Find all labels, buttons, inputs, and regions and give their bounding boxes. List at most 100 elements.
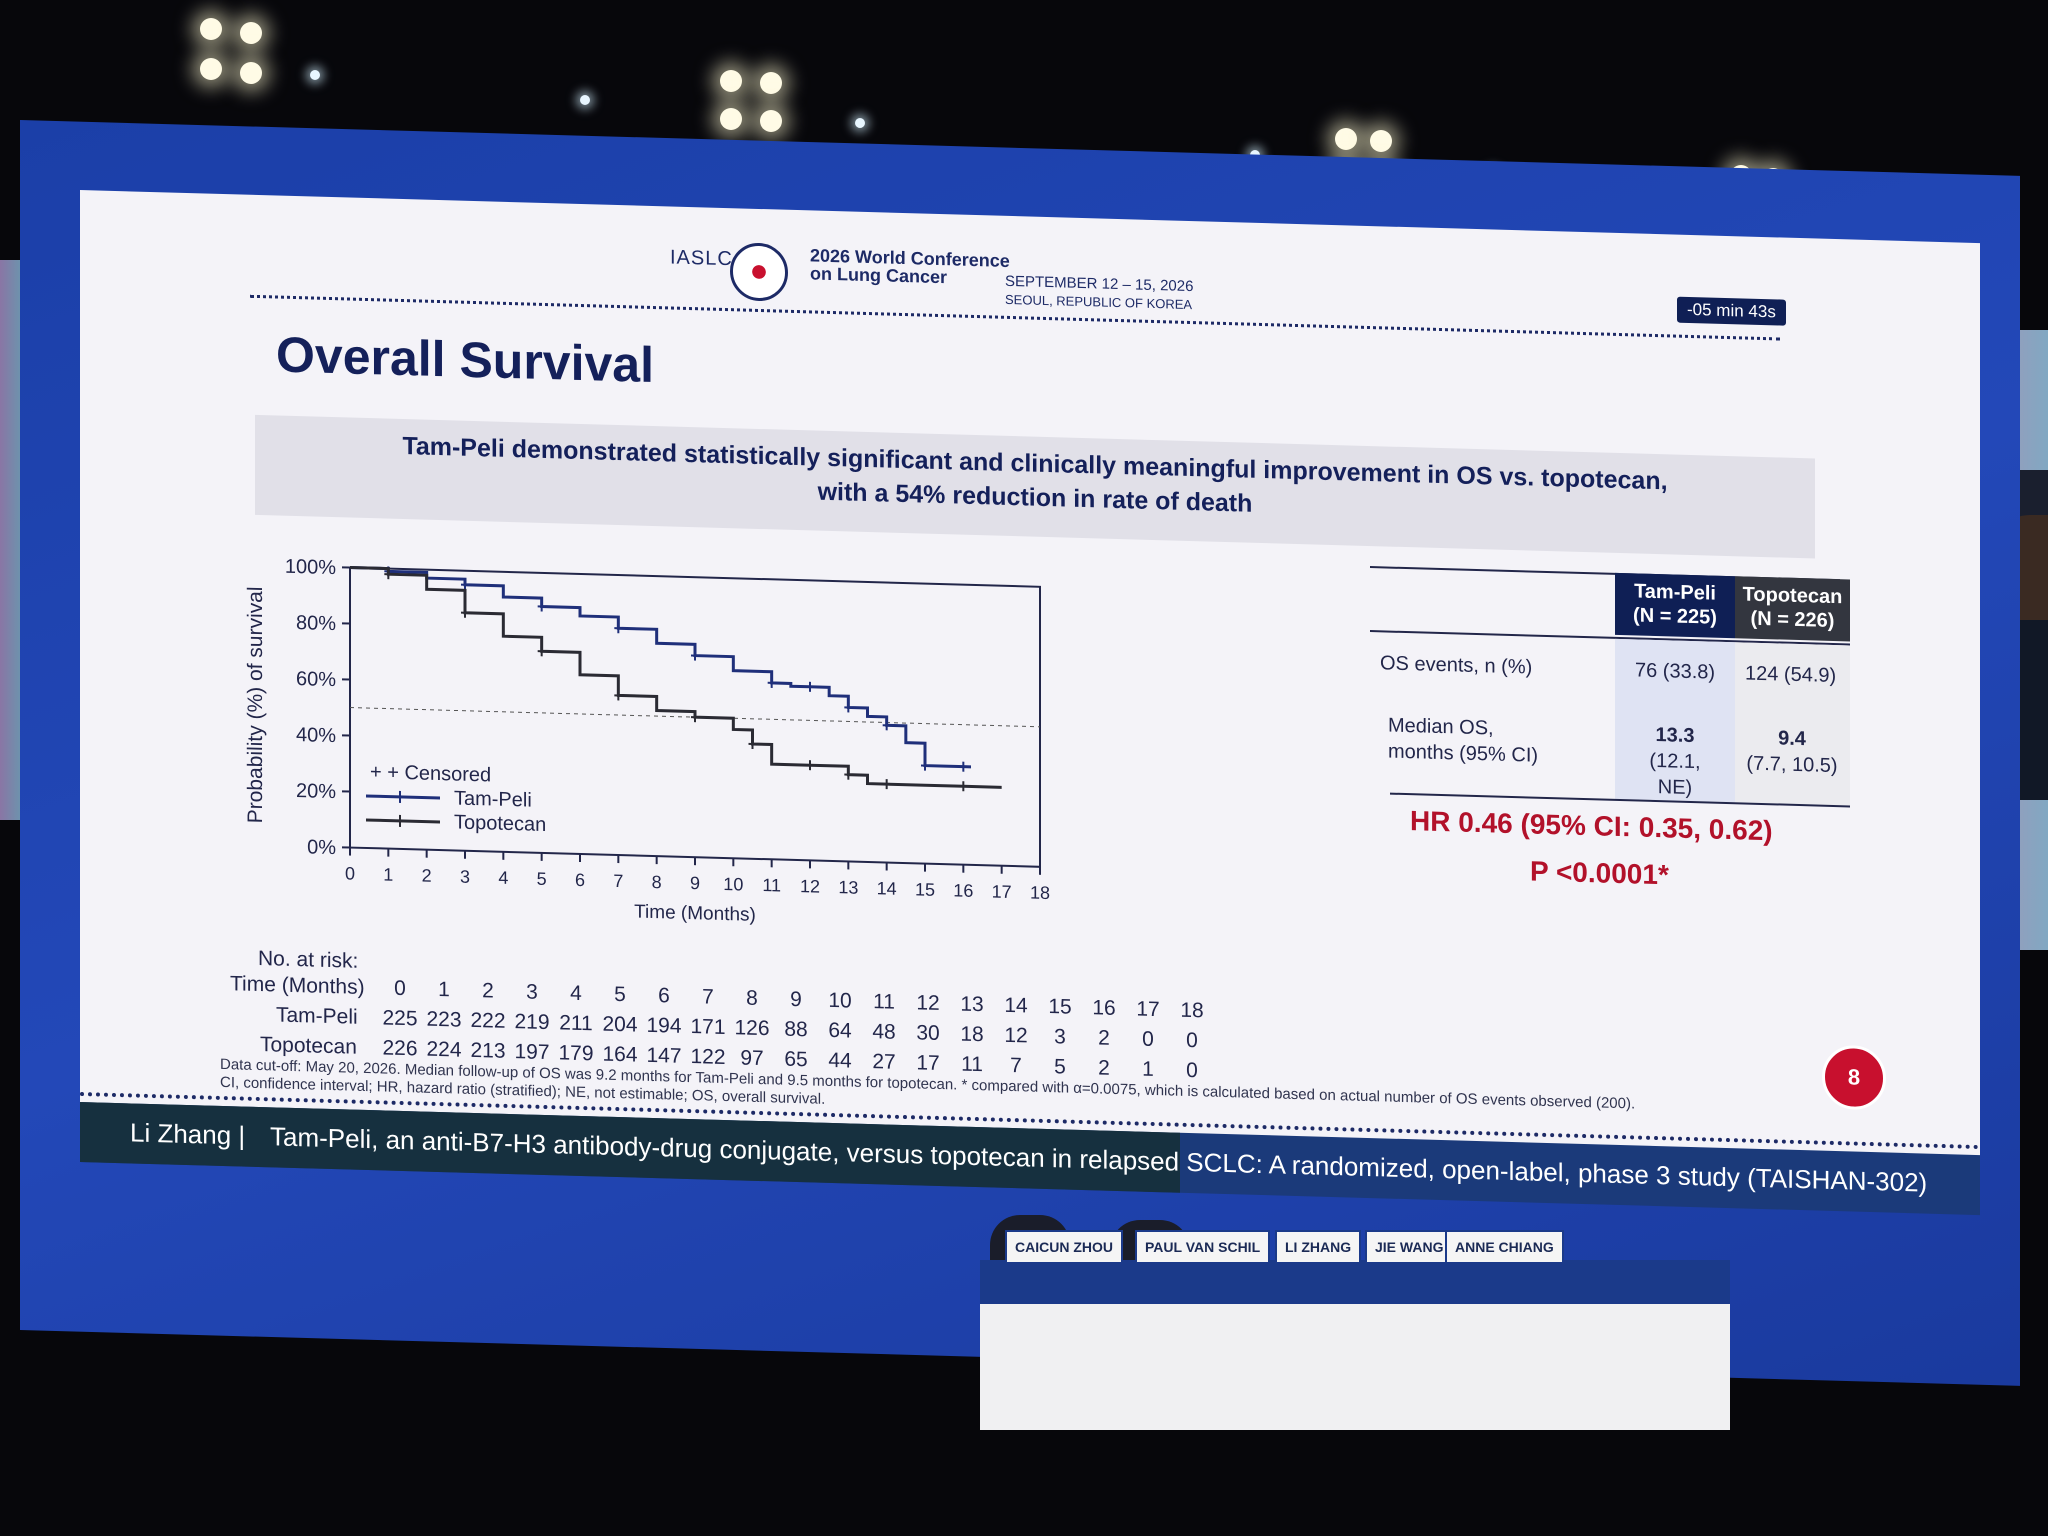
censor-mark [691,712,699,723]
censor-mark [748,738,757,750]
censor-mark [537,646,546,657]
nameplate: ANNE CHIANG [1445,1230,1564,1264]
legend-censored: + + Censored [370,761,491,786]
hazard-ratio: HR 0.46 (95% CI: 0.35, 0.62) [1410,805,1773,847]
stage-light [855,118,865,128]
y-axis-label: Probability (%) of survival [244,586,267,824]
median-tam-peli-ci: (12.1, NE) [1649,749,1701,800]
stage-light [720,70,742,92]
stage-light [240,62,262,84]
os-table: Tam-Peli (N = 225) Topotecan (N = 226) O… [1370,566,1870,808]
nameplate: JIE WANG [1365,1230,1454,1264]
x-tick-label: 18 [1030,883,1050,904]
x-tick-label: 4 [498,868,508,888]
censor-mark [767,677,776,688]
x-tick-label: 17 [992,881,1012,902]
censor-mark [959,761,968,772]
x-tick-label: 16 [953,880,973,901]
x-tick-label: 11 [762,875,781,896]
x-tick-label: 15 [915,879,935,900]
x-tick-label: 12 [800,876,820,897]
panel-table-banner [980,1260,1730,1304]
x-tick-label: 6 [575,870,585,890]
risk-value-cell: 0 [1186,1058,1198,1083]
nameplate: LI ZHANG [1275,1230,1362,1264]
stage-light [1335,128,1357,150]
x-axis-label: Time (Months) [634,901,756,925]
nameplate: CAICUN ZHOU [1005,1230,1123,1264]
panel-table [980,1260,1730,1430]
stage-light [200,18,222,40]
x-tick-label: 0 [345,863,355,883]
risk-value-cell: 0 [1186,1028,1198,1053]
censor-mark [806,760,814,771]
x-tick-label: 1 [383,864,393,884]
row-median-os-label: Median OS, months (95% CI) [1388,714,1539,767]
y-tick-label: 100% [285,556,336,579]
risk-table-time-label: Time (Months) [230,972,365,999]
y-tick-label: 20% [296,780,336,803]
speaker-name: Li Zhang | [130,1117,246,1151]
x-tick-label: 5 [537,869,547,889]
table-head-tam-peli: Tam-Peli (N = 225) [1615,572,1735,639]
median-tam-peli-value: 13.3 [1655,724,1695,748]
stage-light [720,108,742,130]
median-topotecan-ci: (7.7, 10.5) [1746,752,1838,778]
risk-row-label: Tam-Peli [276,1003,358,1029]
stage-light [200,58,222,80]
slide-subtitle: Tam-Peli demonstrated statistically sign… [255,425,1815,537]
risk-time-cell: 18 [1180,998,1204,1023]
y-tick-label: 40% [296,724,336,747]
censor-mark [882,720,891,731]
stage-light [1370,130,1392,152]
stage-light [580,95,590,105]
y-tick-label: 0% [307,836,336,859]
stage-light [240,22,262,44]
km-chart: 0%20%40%60%80%100%0 1 2 3 4 5 6 7 8 9 10 11 12 13 14 15… [244,556,1050,926]
x-tick-label: 14 [877,878,897,899]
row-os-events-tam-peli: 76 (33.8) [1635,659,1716,684]
censor-mark [537,601,546,612]
censor-mark [461,607,469,618]
y-tick-label: 60% [296,668,336,691]
x-tick-label: 2 [422,866,432,886]
risk-row-label: Topotecan [260,1033,357,1059]
page-number-badge: 8 [1822,1044,1886,1111]
row-os-events-label: OS events, n (%) [1380,652,1533,679]
legend-line [366,818,440,824]
censor-mark [882,779,891,790]
legend-entry: Tam-Peli [454,787,532,811]
y-tick-label: 80% [296,612,336,635]
countdown-timer: -05 min 43s [1677,296,1786,326]
slide: IASLC 2026 World Conference on Lung Canc… [80,190,1980,1216]
median-topotecan-value: 9.4 [1778,727,1806,751]
nameplate: PAUL VAN SCHIL [1135,1230,1271,1264]
censor-mark [384,569,393,580]
conference-seal-icon [730,242,788,302]
x-tick-label: 8 [652,872,662,892]
conference-location: SEOUL, REPUBLIC OF KOREA [1005,291,1193,313]
conference-title: 2026 World Conference on Lung Cancer [810,245,1010,288]
stage-light [760,72,782,94]
series-line-topotecan [350,566,1002,789]
censor-mark [959,781,968,792]
censor-mark [844,702,853,713]
legend-entry: Topotecan [454,811,546,836]
series-line-tam-peli [350,566,971,769]
table-head-topotecan: Topotecan (N = 226) [1735,576,1850,642]
iaslc-logo: IASLC [670,246,733,271]
censor-mark [691,650,699,661]
x-tick-label: 10 [723,874,743,895]
x-tick-label: 3 [460,867,470,887]
risk-table-title: No. at risk: [258,946,359,973]
censor-mark [844,769,853,780]
row-os-events-topotecan: 124 (54.9) [1745,662,1837,688]
censor-mark [461,579,469,590]
censor-mark [806,681,814,692]
row-median-os-topotecan: 9.4 (7.7, 10.5) [1742,724,1842,779]
row-median-os-tam-peli: 13.3 (12.1, NE) [1630,721,1720,802]
censor-mark [614,690,623,701]
x-tick-label: 13 [838,877,858,898]
stage-light [310,70,320,80]
censor-mark [614,623,623,634]
